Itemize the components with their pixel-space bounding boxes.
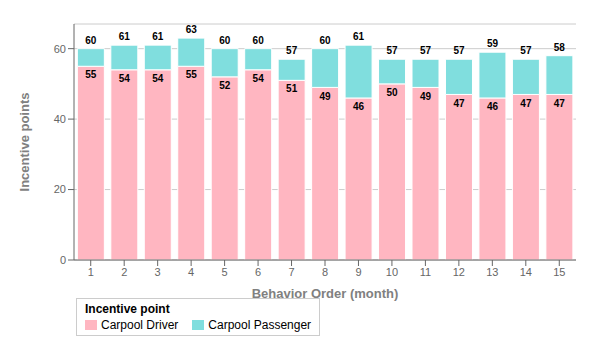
svg-text:14: 14	[520, 266, 532, 278]
svg-text:8: 8	[322, 266, 328, 278]
svg-text:15: 15	[553, 266, 565, 278]
svg-text:5: 5	[222, 266, 228, 278]
svg-text:61: 61	[152, 31, 164, 42]
svg-text:46: 46	[487, 101, 499, 112]
svg-text:60: 60	[253, 35, 265, 46]
svg-text:46: 46	[353, 101, 365, 112]
svg-text:Incentive points: Incentive points	[17, 93, 32, 192]
svg-text:47: 47	[520, 98, 532, 109]
svg-text:51: 51	[286, 83, 298, 94]
svg-text:7: 7	[288, 266, 294, 278]
svg-text:13: 13	[486, 266, 498, 278]
svg-text:58: 58	[554, 42, 566, 53]
svg-text:57: 57	[420, 45, 432, 56]
svg-text:20: 20	[54, 183, 66, 195]
svg-text:1: 1	[88, 266, 94, 278]
svg-text:47: 47	[453, 98, 465, 109]
svg-text:54: 54	[253, 73, 265, 84]
svg-text:11: 11	[420, 266, 431, 278]
svg-text:55: 55	[85, 69, 97, 80]
svg-text:Behavior Order (month): Behavior Order (month)	[252, 286, 399, 301]
svg-text:63: 63	[186, 24, 198, 35]
svg-text:57: 57	[386, 45, 398, 56]
svg-text:2: 2	[121, 266, 127, 278]
html-text:Carpool Driver: Carpool Driver	[101, 318, 179, 332]
svg-text:0: 0	[60, 254, 66, 266]
svg-text:47: 47	[554, 98, 566, 109]
svg-text:60: 60	[219, 35, 231, 46]
svg-text:10: 10	[386, 266, 398, 278]
svg-text:9: 9	[355, 266, 361, 278]
html-text:Incentive point: Incentive point	[85, 302, 170, 316]
svg-text:40: 40	[54, 113, 66, 125]
svg-text:50: 50	[386, 87, 398, 98]
html-text:Carpool Passenger: Carpool Passenger	[208, 318, 312, 332]
svg-text:59: 59	[487, 38, 499, 49]
svg-text:3: 3	[155, 266, 161, 278]
svg-text:52: 52	[219, 80, 231, 91]
svg-text:57: 57	[453, 45, 465, 56]
svg-text:60: 60	[85, 35, 97, 46]
svg-text:4: 4	[188, 266, 194, 278]
svg-text:57: 57	[520, 45, 532, 56]
svg-text:61: 61	[353, 31, 365, 42]
svg-text:54: 54	[119, 73, 131, 84]
svg-text:49: 49	[320, 91, 332, 102]
svg-text:6: 6	[255, 266, 261, 278]
svg-text:61: 61	[119, 31, 131, 42]
svg-text:60: 60	[320, 35, 332, 46]
svg-text:54: 54	[152, 73, 164, 84]
svg-text:49: 49	[420, 91, 432, 102]
svg-text:12: 12	[453, 266, 465, 278]
svg-text:57: 57	[286, 45, 298, 56]
svg-text:55: 55	[186, 69, 198, 80]
svg-text:60: 60	[54, 43, 66, 55]
